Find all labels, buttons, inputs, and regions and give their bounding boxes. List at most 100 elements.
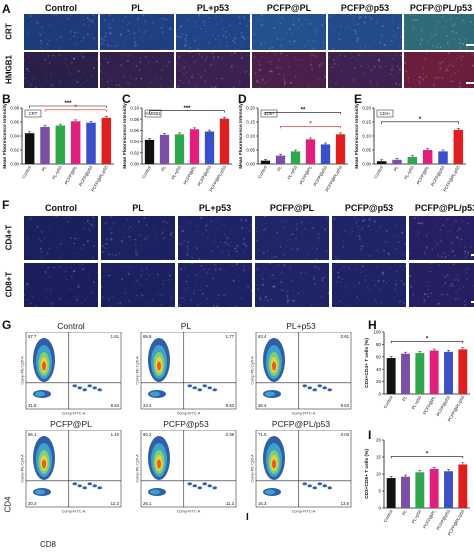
x-tick-label: Control — [382, 395, 393, 409]
density-contour — [192, 484, 197, 488]
y-tick-label: 0.06 — [10, 120, 19, 125]
quadrant-value: 65.9 — [143, 334, 152, 339]
x-tick-label: PCFP@PL — [182, 164, 197, 185]
flow-y-axis-label: Comp-PE-Cy5-A — [21, 356, 25, 385]
bar-5 — [453, 129, 464, 164]
bar-0 — [386, 478, 396, 508]
y-tick-label: 0.00 — [362, 162, 371, 167]
y-tick-label: 0.00 — [246, 162, 255, 167]
x-tick-label: Control — [141, 165, 152, 179]
y-tick-label: 0 — [378, 506, 381, 511]
density-contour — [187, 482, 192, 486]
panel-letter-d: D — [238, 92, 247, 106]
x-tick-label: PCFP@PL/p53 — [90, 164, 109, 192]
x-tick-label: PCFP@p53 — [78, 164, 94, 186]
bar-1 — [159, 134, 170, 164]
density-contour — [212, 388, 217, 392]
significance-bracket — [29, 105, 107, 108]
bar-4 — [444, 471, 453, 508]
density-contour — [92, 386, 97, 390]
quadrant-value: 1.77 — [226, 334, 235, 339]
column-header-3: PCFP@PL — [266, 3, 312, 13]
y-axis-label: Mean Fluorescence Intensity — [238, 103, 244, 169]
y-tick-label: 0.06 — [130, 128, 139, 133]
y-tick-label: 0.04 — [130, 139, 139, 144]
significance-label: * — [426, 337, 429, 343]
significance-bracket — [280, 126, 341, 129]
micrograph-r1-c5 — [409, 263, 474, 307]
bar-0 — [376, 161, 387, 164]
quadrant-value: 1.42 — [111, 432, 120, 437]
y-tick-label: 0.00 — [10, 162, 19, 167]
x-tick-label: PCFP@PL — [63, 164, 78, 185]
micrograph-r1-c4 — [332, 263, 406, 307]
y-tick-label: 0.20 — [246, 106, 255, 111]
panel-letter-h: H — [368, 318, 377, 332]
density-contour — [197, 388, 202, 392]
x-tick-label: PL+p53 — [411, 394, 423, 410]
density-contour — [192, 386, 197, 390]
flow-x-axis-label: Comp-FITC-A — [177, 412, 201, 416]
panel-letter-a: A — [2, 2, 11, 16]
significance-bracket — [265, 112, 341, 115]
flow-plot-2: 63.4 0.61 26.4 9.53 Comp-PE-Cy5-A Comp-FITC-A — [250, 331, 352, 416]
micrograph-r1-c2 — [178, 263, 252, 307]
density-contour — [82, 486, 87, 490]
density-contour — [97, 388, 102, 392]
panel-letter-i: I — [368, 428, 372, 442]
flow-title-5: PCFP@PL/p53 — [271, 419, 331, 429]
density-contour — [87, 482, 92, 486]
legend-box — [144, 109, 162, 118]
micrograph-r1-c0 — [24, 52, 98, 88]
density-contour — [202, 384, 207, 388]
micrograph-r0-c3 — [255, 216, 329, 260]
density-contour — [150, 391, 160, 397]
density-contour — [327, 486, 332, 490]
legend-box — [260, 109, 278, 118]
density-contour — [207, 484, 212, 488]
micrograph-r1-c4 — [328, 52, 402, 88]
x-tick-label: PCFP@p53 — [430, 164, 446, 186]
significance-bracket — [44, 109, 107, 112]
significance-label: * — [309, 122, 312, 128]
density-contour — [302, 482, 307, 486]
y-tick-label: 0.10 — [362, 134, 371, 139]
density-contour — [87, 384, 92, 388]
significance-bracket — [381, 121, 459, 124]
y-tick-label: 5 — [378, 489, 381, 494]
bar-3 — [422, 150, 433, 164]
row-label-0: CD4+T — [4, 224, 14, 251]
micrograph-r0-c5 — [409, 216, 474, 260]
y-axis-label: Mean Fluorescence Intensity — [122, 103, 128, 169]
bar-1 — [40, 126, 50, 164]
bar-4 — [438, 151, 448, 164]
column-header-5: PCFP@PL/p53 — [409, 3, 473, 13]
column-header-2: PL+p53 — [198, 203, 232, 213]
panel-letter-c: C — [122, 92, 131, 106]
bar-4 — [444, 351, 453, 394]
quadrant-value: 13.6 — [341, 501, 350, 506]
panel-letter-e: E — [354, 92, 363, 106]
x-tick-label: PL — [276, 164, 283, 172]
quadrant-value: 12.2 — [111, 501, 120, 506]
density-contour — [72, 384, 77, 388]
density-contour — [202, 482, 207, 486]
x-tick-label: PCFP@PL/p53 — [442, 164, 461, 192]
y-tick-label: 0.10 — [130, 106, 139, 111]
density-contour — [77, 484, 82, 488]
density-contour — [265, 391, 275, 397]
y-tick-label: 80 — [376, 342, 382, 347]
panel-letter-g: G — [2, 318, 12, 332]
row-label-1: HMGB1 — [4, 55, 14, 84]
flow-x-axis-label: Comp-FITC-A — [177, 510, 201, 514]
micrograph-r0-c1 — [101, 216, 175, 260]
quadrant-value: 26.4 — [258, 403, 267, 408]
density-contour — [72, 482, 77, 486]
quadrant-value: 1.61 — [111, 334, 120, 339]
micrograph-r0-c3 — [252, 14, 326, 50]
legend-box — [376, 109, 394, 118]
bar-2 — [290, 151, 301, 164]
x-tick-label: Control — [382, 509, 393, 523]
legend-box — [24, 109, 42, 118]
